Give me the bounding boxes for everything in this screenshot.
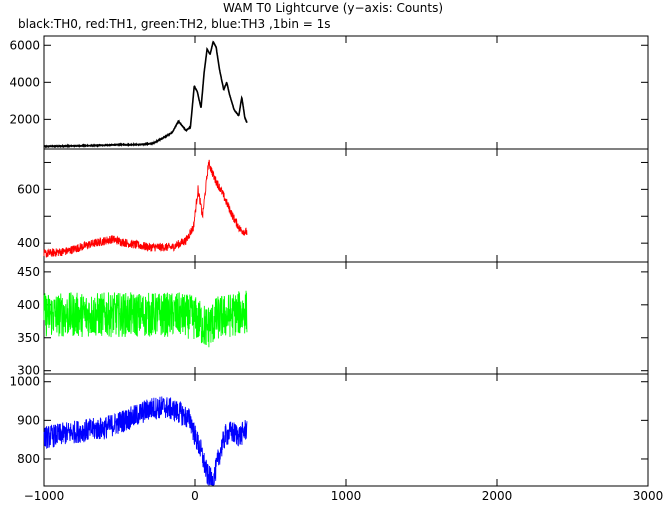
panel-frame-th3 <box>43 373 649 487</box>
panel-frame-th0 <box>43 35 649 150</box>
series-line-th1 <box>43 159 248 258</box>
x-tick-label: −1000 <box>24 489 65 503</box>
y-tick-label: 1000 <box>9 375 40 389</box>
y-tick-label: 350 <box>17 331 40 345</box>
y-tick-label: 900 <box>17 413 40 427</box>
x-tick-label: 2000 <box>482 489 513 503</box>
series-line-th2 <box>43 290 248 348</box>
series-line-th3 <box>43 396 248 486</box>
series-line-th0 <box>43 40 248 149</box>
chart-subtitle: black:TH0, red:TH1, green:TH2, blue:TH3 … <box>18 17 331 31</box>
x-tick-label: 3000 <box>633 489 664 503</box>
y-tick-label: 4000 <box>9 75 40 89</box>
x-tick-label: 1000 <box>331 489 362 503</box>
y-tick-label: 6000 <box>9 38 40 52</box>
y-tick-label: 800 <box>17 452 40 466</box>
y-tick-label: 2000 <box>9 112 40 126</box>
x-tick-label: 0 <box>191 489 199 503</box>
y-tick-label: 400 <box>17 298 40 312</box>
y-tick-label: 300 <box>17 364 40 378</box>
y-tick-label: 400 <box>17 236 40 250</box>
y-tick-label: 450 <box>17 265 40 279</box>
y-tick-label: 600 <box>17 182 40 196</box>
chart-title: WAM T0 Lightcurve (y−axis: Counts) <box>222 1 444 15</box>
